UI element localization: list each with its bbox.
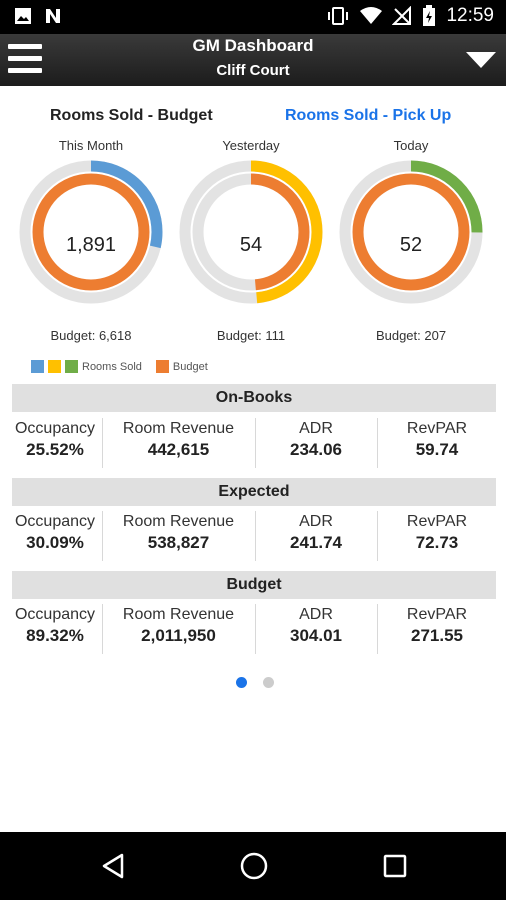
donut-chart	[179, 160, 323, 304]
metric-room-revenue: Room Revenue 2,011,950	[103, 604, 254, 654]
budget-label: Budget: 6,618	[50, 328, 132, 343]
chart-legend: Rooms Sold Budget	[31, 360, 208, 373]
tab-rooms-sold-pickup[interactable]: Rooms Sold - Pick Up	[285, 107, 452, 124]
metric-room-revenue: Room Revenue 538,827	[103, 511, 254, 561]
metric-value: 538,827	[147, 533, 210, 552]
metric-label: Room Revenue	[122, 420, 235, 437]
metric-value: 234.06	[290, 440, 342, 459]
gauge-caption: This Month	[58, 138, 124, 153]
tab-rooms-sold-budget[interactable]: Rooms Sold - Budget	[50, 107, 213, 124]
metric-label: Room Revenue	[122, 606, 235, 623]
metric-occupancy: Occupancy 30.09%	[12, 511, 98, 561]
metric-value: 304.01	[290, 626, 342, 645]
no-signal-icon	[392, 6, 412, 25]
legend-budget: Budget	[172, 360, 208, 373]
status-bar: 12:59	[0, 0, 506, 34]
metric-occupancy: Occupancy 89.32%	[12, 604, 98, 654]
metric-label: ADR	[299, 420, 333, 437]
section-budget-header: Budget	[12, 571, 496, 599]
budget-ring	[352, 173, 470, 291]
recents-icon[interactable]	[382, 853, 408, 879]
legend-rooms-sold: Rooms Sold	[82, 360, 142, 373]
legend-swatch-orange	[155, 360, 169, 373]
metric-label: Occupancy	[14, 420, 96, 437]
budget-label: Budget: 111	[216, 328, 286, 343]
metric-label: RevPAR	[406, 606, 468, 623]
page-dot-active[interactable]	[236, 677, 247, 688]
legend-swatch-green	[65, 360, 78, 373]
metric-value: 30.09%	[26, 533, 84, 552]
section-on-books-header: On-Books	[12, 384, 496, 412]
metric-revpar: RevPAR 72.73	[378, 511, 496, 561]
metric-label: ADR	[299, 513, 333, 530]
metrics-expected: Occupancy 30.09% Room Revenue 538,827 AD…	[12, 511, 496, 561]
vibrate-icon	[328, 7, 349, 25]
wifi-icon	[360, 7, 383, 24]
rooms-sold-arc	[339, 160, 483, 304]
image-icon	[15, 8, 31, 24]
metric-label: ADR	[299, 606, 333, 623]
metric-value: 59.74	[415, 440, 459, 459]
gauge-caption: Yesterday	[222, 138, 280, 153]
rooms-sold-arc	[19, 160, 163, 304]
property-name: Cliff Court	[216, 62, 290, 79]
metric-adr: ADR 241.74	[256, 511, 376, 561]
legend-swatch-blue	[31, 360, 44, 373]
hamburger-icon[interactable]	[8, 44, 42, 76]
page-title: GM Dashboard	[192, 36, 314, 55]
donut-chart	[19, 160, 163, 304]
app-header: GM Dashboard Cliff Court	[0, 34, 506, 86]
metric-value: 72.73	[415, 533, 459, 552]
rooms-sold-arc	[179, 160, 323, 304]
section-expected-header: Expected	[12, 478, 496, 506]
budget-ring	[32, 173, 150, 291]
legend-swatch-yellow	[48, 360, 61, 373]
n-icon	[46, 9, 60, 23]
rooms-sold-value: 1,891	[65, 234, 117, 256]
metric-adr: ADR 304.01	[256, 604, 376, 654]
battery-charging-icon	[423, 5, 436, 26]
metrics-budget: Occupancy 89.32% Room Revenue 2,011,950 …	[12, 604, 496, 654]
metric-room-revenue: Room Revenue 442,615	[103, 418, 254, 468]
metric-revpar: RevPAR 59.74	[378, 418, 496, 468]
metric-label: Room Revenue	[122, 513, 235, 530]
metric-value: 2,011,950	[141, 626, 216, 645]
back-icon[interactable]	[100, 853, 126, 879]
system-nav-bar	[0, 832, 506, 900]
metric-label: Occupancy	[14, 513, 96, 530]
metrics-on-books: Occupancy 25.52% Room Revenue 442,615 AD…	[12, 418, 496, 468]
rooms-sold-value: 52	[399, 234, 423, 256]
metric-label: RevPAR	[406, 513, 468, 530]
page-indicator	[236, 677, 274, 688]
clock: 12:59	[446, 5, 494, 26]
rooms-sold-value: 54	[239, 234, 263, 256]
triangle-down-icon[interactable]	[466, 52, 496, 68]
budget-ring	[192, 173, 310, 291]
gauge-caption: Today	[393, 138, 429, 153]
metric-adr: ADR 234.06	[256, 418, 376, 468]
page-dot[interactable]	[263, 677, 274, 688]
metric-revpar: RevPAR 271.55	[378, 604, 496, 654]
metric-value: 271.55	[411, 626, 463, 645]
budget-label: Budget: 207	[375, 328, 447, 343]
metric-value: 89.32%	[26, 626, 84, 645]
metric-value: 442,615	[147, 440, 210, 459]
home-icon[interactable]	[239, 851, 269, 881]
metric-occupancy: Occupancy 25.52%	[12, 418, 98, 468]
donut-chart	[339, 160, 483, 304]
metric-label: RevPAR	[406, 420, 468, 437]
metric-label: Occupancy	[14, 606, 96, 623]
metric-value: 25.52%	[26, 440, 84, 459]
metric-value: 241.74	[290, 533, 342, 552]
